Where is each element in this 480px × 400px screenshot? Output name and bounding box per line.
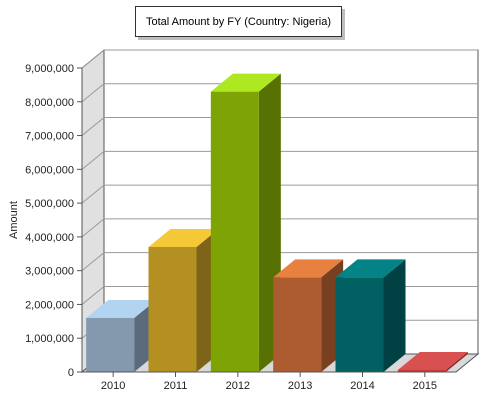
gridline <box>81 184 478 204</box>
bar-2013 <box>273 259 344 372</box>
gridline <box>81 49 478 69</box>
bar <box>335 277 384 372</box>
gridline <box>81 83 478 103</box>
bar-top <box>148 229 219 248</box>
gridline <box>81 117 478 136</box>
y-tick-label: 0 <box>68 367 74 379</box>
x-tick-label: 2010 <box>101 380 125 392</box>
bar-2011 <box>148 229 219 372</box>
x-tick-label: 2011 <box>164 380 188 392</box>
bar-side <box>383 259 406 372</box>
x-tick-label: 2013 <box>288 380 312 392</box>
bar-2015 <box>397 351 468 372</box>
bar-2012 <box>210 73 281 373</box>
bar <box>210 91 259 373</box>
y-tick-label: 4,000,000 <box>25 232 74 244</box>
bar <box>397 369 446 372</box>
gridline <box>81 218 478 238</box>
chart-title: Total Amount by FY (Country: Nigeria) <box>135 6 342 37</box>
bar-top <box>273 259 344 278</box>
gridline <box>81 252 478 272</box>
bar-2010 <box>86 299 157 372</box>
bar-2014 <box>335 259 406 372</box>
bar <box>273 277 322 372</box>
x-tick-label: 2012 <box>226 380 250 392</box>
x-tick-label: 2014 <box>350 380 374 392</box>
y-tick-label: 3,000,000 <box>25 266 74 278</box>
y-tick-label: 1,000,000 <box>25 333 74 345</box>
bar-side <box>445 351 468 372</box>
y-tick-label: 5,000,000 <box>25 198 74 210</box>
y-tick-label: 6,000,000 <box>25 164 74 176</box>
y-tick-label: 8,000,000 <box>25 97 74 109</box>
bar-top <box>210 73 281 92</box>
y-tick-label: 2,000,000 <box>25 299 74 311</box>
y-tick-label: 7,000,000 <box>25 131 74 143</box>
bar <box>148 247 197 372</box>
bar-top <box>335 259 406 278</box>
bar <box>86 317 135 372</box>
y-axis-title: Amount <box>8 201 20 239</box>
gridline <box>81 150 478 170</box>
bar-top <box>397 351 468 370</box>
bar-top <box>86 299 157 318</box>
y-tick-label: 9,000,000 <box>25 63 74 75</box>
x-tick-label: 2015 <box>413 380 437 392</box>
